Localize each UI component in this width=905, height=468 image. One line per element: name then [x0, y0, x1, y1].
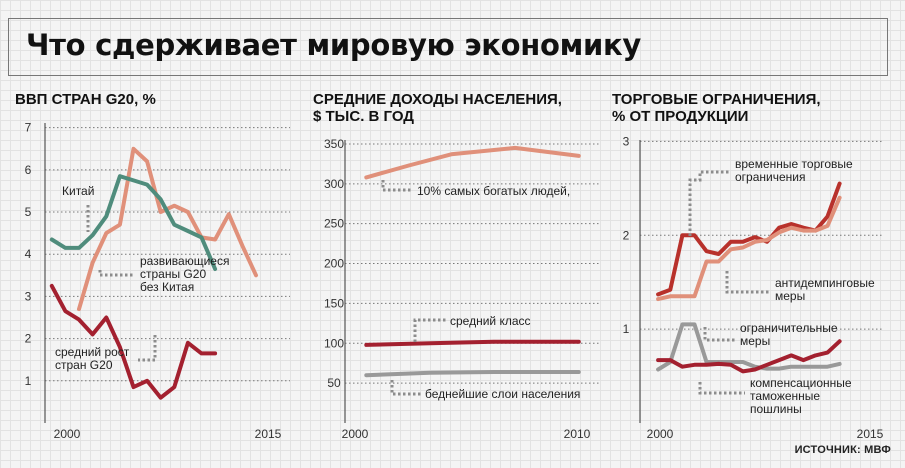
title-band: [8, 18, 888, 76]
annotation-antidumping: антидемпинговые меры: [775, 276, 875, 303]
x-tick-label: 2000: [647, 427, 674, 441]
y-tick-label: 250: [324, 217, 344, 231]
leader-rich: [381, 180, 412, 192]
x-tick-label: 2000: [342, 427, 369, 441]
annotation-middle: средний класс: [450, 314, 531, 328]
y-tick-label: 150: [324, 296, 344, 310]
leader-g20: [138, 335, 157, 362]
y-tick-label: 200: [324, 257, 344, 271]
y-tick-label: 6: [25, 163, 32, 177]
series-line-compensatory: [656, 339, 842, 374]
y-tick-label: 2: [623, 228, 630, 242]
x-tick-label: 2000: [54, 427, 81, 441]
series-line-middle: [364, 339, 581, 347]
y-tick-label: 4: [25, 247, 32, 261]
y-tick-label: 7: [25, 121, 32, 135]
leader-antidumping: [725, 271, 770, 294]
chart-panel-3: ТОРГОВЫЕ ОГРАНИЧЕНИЯ,% ОТ ПРОДУКЦИИ 1 2 3 20…: [612, 91, 884, 441]
annotation-emerging: развивающиеся страны G20 без Китая: [140, 254, 229, 294]
annotation-rich: 10% самых богатых людей,: [417, 184, 570, 198]
series-line-antidumping: [656, 195, 842, 302]
annotation-restrictive: ограничительные меры: [740, 321, 838, 348]
y-tick-label: 1: [623, 322, 630, 336]
annotation-temporary: временные торговые ограничения: [735, 157, 853, 184]
main-title: Что сдерживает мировую экономику: [26, 28, 641, 62]
y-tick-label: 5: [25, 205, 32, 219]
y-tick-label: 50: [327, 376, 341, 390]
y-tick-label: 3: [25, 289, 32, 303]
chart-title: ВВП СТРАН G20, %: [15, 91, 156, 108]
source-note: ИСТОЧНИК: МВФ: [794, 444, 891, 456]
series-line-restrictive: [656, 322, 842, 372]
leader-poor: [390, 380, 421, 396]
leader-temporary: [688, 170, 730, 236]
annotation-compensatory: компенсационные таможенные пошлины: [750, 376, 852, 416]
series-line-emerging: [49, 174, 218, 271]
series-line-rich: [364, 145, 581, 180]
chart-panel-1: ВВП СТРАН G20, % 1 2 3 4 5 6 7 2000 2015 Китай разв…: [15, 91, 290, 441]
chart-title: ТОРГОВЫЕ ОГРАНИЧЕНИЯ,% ОТ ПРОДУКЦИИ: [612, 91, 821, 125]
annotation-poor: беднейшие слои населения: [425, 387, 580, 401]
leader-middle: [413, 318, 447, 342]
y-tick-label: 3: [623, 134, 630, 148]
x-tick-label: 2015: [857, 427, 884, 441]
y-tick-label: 350: [324, 137, 344, 151]
series-line-g20: [49, 283, 218, 400]
chart-title: СРЕДНИЕ ДОХОДЫ НАСЕЛЕНИЯ, $ ТЫС. В ГОД: [313, 91, 562, 125]
y-tick-label: 1: [25, 374, 32, 388]
x-tick-label: 2015: [255, 427, 282, 441]
chart-panel-2: СРЕДНИЕ ДОХОДЫ НАСЕЛЕНИЯ, $ ТЫС. В ГОД 50 1…: [313, 91, 600, 441]
leader-emerging: [98, 270, 135, 277]
y-tick-label: 300: [324, 177, 344, 191]
x-tick-label: 2010: [564, 427, 591, 441]
leader-compensatory: [698, 382, 745, 395]
annotation-g20: средний рост стран G20: [55, 345, 130, 372]
y-tick-label: 2: [25, 332, 32, 346]
series-line-poor: [364, 370, 581, 378]
y-tick-label: 100: [324, 336, 344, 350]
annotation-china: Китай: [62, 184, 94, 198]
